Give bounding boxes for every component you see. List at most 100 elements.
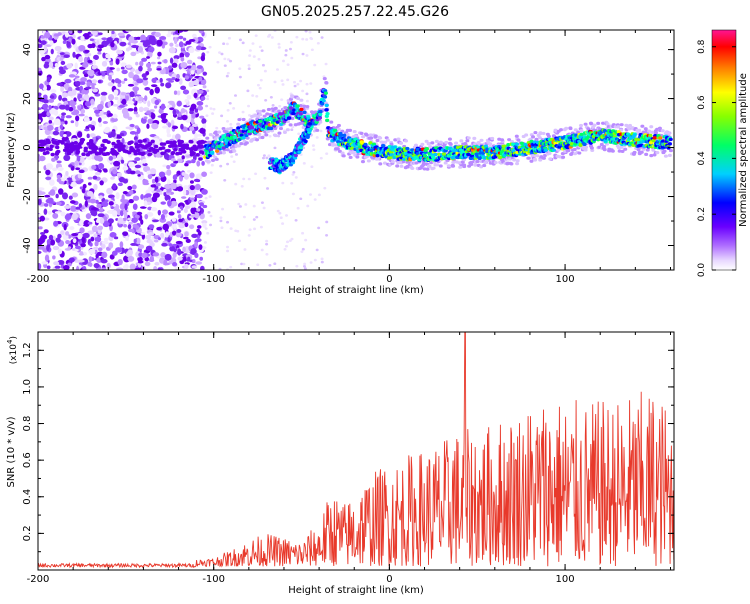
signal-halo bbox=[538, 158, 542, 161]
noise-dot bbox=[98, 123, 102, 127]
noise-dot bbox=[219, 165, 222, 168]
noise-dot bbox=[45, 255, 49, 262]
noise-dot bbox=[78, 56, 83, 62]
noise-dot bbox=[70, 142, 74, 146]
noise-dot bbox=[71, 120, 75, 123]
noise-dot bbox=[294, 85, 297, 88]
noise-dot bbox=[184, 99, 188, 103]
signal-halo bbox=[533, 158, 537, 161]
noise-dot bbox=[44, 45, 47, 52]
x-tick-label: 100 bbox=[556, 274, 575, 285]
signal-halo bbox=[579, 124, 583, 127]
noise-dot bbox=[84, 74, 88, 77]
noise-dot bbox=[120, 62, 126, 66]
signal-halo bbox=[640, 151, 644, 154]
noise-dot bbox=[169, 243, 173, 247]
noise-dot bbox=[168, 101, 175, 104]
noise-dot bbox=[162, 126, 168, 129]
noise-dot bbox=[79, 227, 84, 233]
noise-dot bbox=[44, 203, 48, 207]
noise-dot bbox=[237, 203, 240, 206]
noise-dot bbox=[41, 57, 46, 61]
noise-dot bbox=[125, 127, 132, 130]
noise-dot bbox=[91, 165, 96, 170]
noise-dot bbox=[185, 146, 189, 150]
noise-dot bbox=[314, 198, 317, 201]
signal-halo bbox=[342, 154, 346, 157]
noise-dot bbox=[219, 216, 222, 219]
noise-dot bbox=[280, 98, 283, 101]
noise-dot bbox=[310, 165, 313, 168]
noise-dot bbox=[156, 68, 161, 71]
noise-dot bbox=[68, 178, 71, 185]
signal-halo bbox=[459, 139, 463, 142]
noise-dot bbox=[137, 127, 141, 134]
signal-halo bbox=[533, 131, 537, 134]
noise-dot bbox=[90, 38, 94, 41]
noise-dot bbox=[142, 139, 146, 143]
noise-dot bbox=[99, 208, 104, 213]
noise-dot bbox=[186, 239, 191, 243]
noise-dot bbox=[108, 113, 113, 117]
noise-dot bbox=[187, 257, 190, 262]
noise-dot bbox=[142, 79, 148, 85]
noise-dot bbox=[163, 59, 167, 63]
signal-halo bbox=[467, 136, 471, 139]
noise-dot bbox=[70, 205, 77, 211]
noise-dot bbox=[135, 96, 139, 101]
noise-dot bbox=[73, 238, 77, 243]
noise-dot bbox=[70, 200, 76, 204]
noise-dot bbox=[71, 111, 78, 115]
noise-dot bbox=[77, 131, 82, 138]
noise-dot bbox=[268, 264, 271, 267]
noise-dot bbox=[118, 259, 123, 265]
noise-dot bbox=[177, 249, 181, 256]
noise-dot bbox=[177, 101, 182, 107]
noise-dot bbox=[199, 141, 203, 145]
noise-dot bbox=[44, 195, 50, 198]
noise-dot bbox=[226, 246, 229, 249]
noise-dot bbox=[130, 171, 136, 175]
noise-dot bbox=[39, 156, 46, 162]
noise-dot bbox=[128, 72, 134, 79]
noise-dot bbox=[161, 214, 165, 220]
noise-dot bbox=[176, 241, 183, 244]
signal-halo bbox=[267, 108, 271, 111]
noise-dot bbox=[183, 38, 186, 41]
noise-dot bbox=[325, 221, 328, 224]
noise-dot bbox=[133, 203, 138, 210]
noise-dot bbox=[62, 92, 68, 97]
noise-dot bbox=[201, 80, 206, 85]
noise-dot bbox=[126, 65, 132, 69]
signal-core bbox=[515, 142, 519, 145]
noise-dot bbox=[99, 180, 103, 185]
noise-dot bbox=[301, 232, 304, 235]
noise-dot bbox=[112, 183, 116, 189]
noise-dot bbox=[251, 42, 254, 45]
noise-dot bbox=[290, 128, 293, 131]
noise-dot bbox=[243, 216, 246, 219]
signal-halo bbox=[369, 137, 373, 140]
noise-dot bbox=[92, 149, 96, 153]
noise-dot bbox=[120, 210, 124, 216]
noise-dot bbox=[248, 54, 251, 57]
noise-dot bbox=[180, 62, 187, 68]
noise-dot bbox=[305, 93, 308, 96]
noise-dot bbox=[168, 30, 171, 35]
noise-dot bbox=[85, 200, 88, 207]
noise-dot bbox=[299, 80, 302, 83]
noise-dot bbox=[164, 184, 171, 189]
noise-dot bbox=[98, 117, 102, 123]
noise-dot bbox=[281, 222, 284, 225]
signal-halo bbox=[237, 118, 241, 121]
noise-dot bbox=[145, 193, 151, 197]
noise-dot bbox=[189, 126, 194, 131]
signal-halo bbox=[361, 160, 365, 163]
noise-dot bbox=[141, 151, 145, 155]
noise-dot bbox=[83, 184, 87, 189]
noise-dot bbox=[310, 38, 313, 41]
noise-dot bbox=[142, 159, 147, 164]
noise-dot bbox=[196, 45, 201, 50]
noise-dot bbox=[123, 210, 126, 215]
signal-halo bbox=[561, 156, 565, 159]
